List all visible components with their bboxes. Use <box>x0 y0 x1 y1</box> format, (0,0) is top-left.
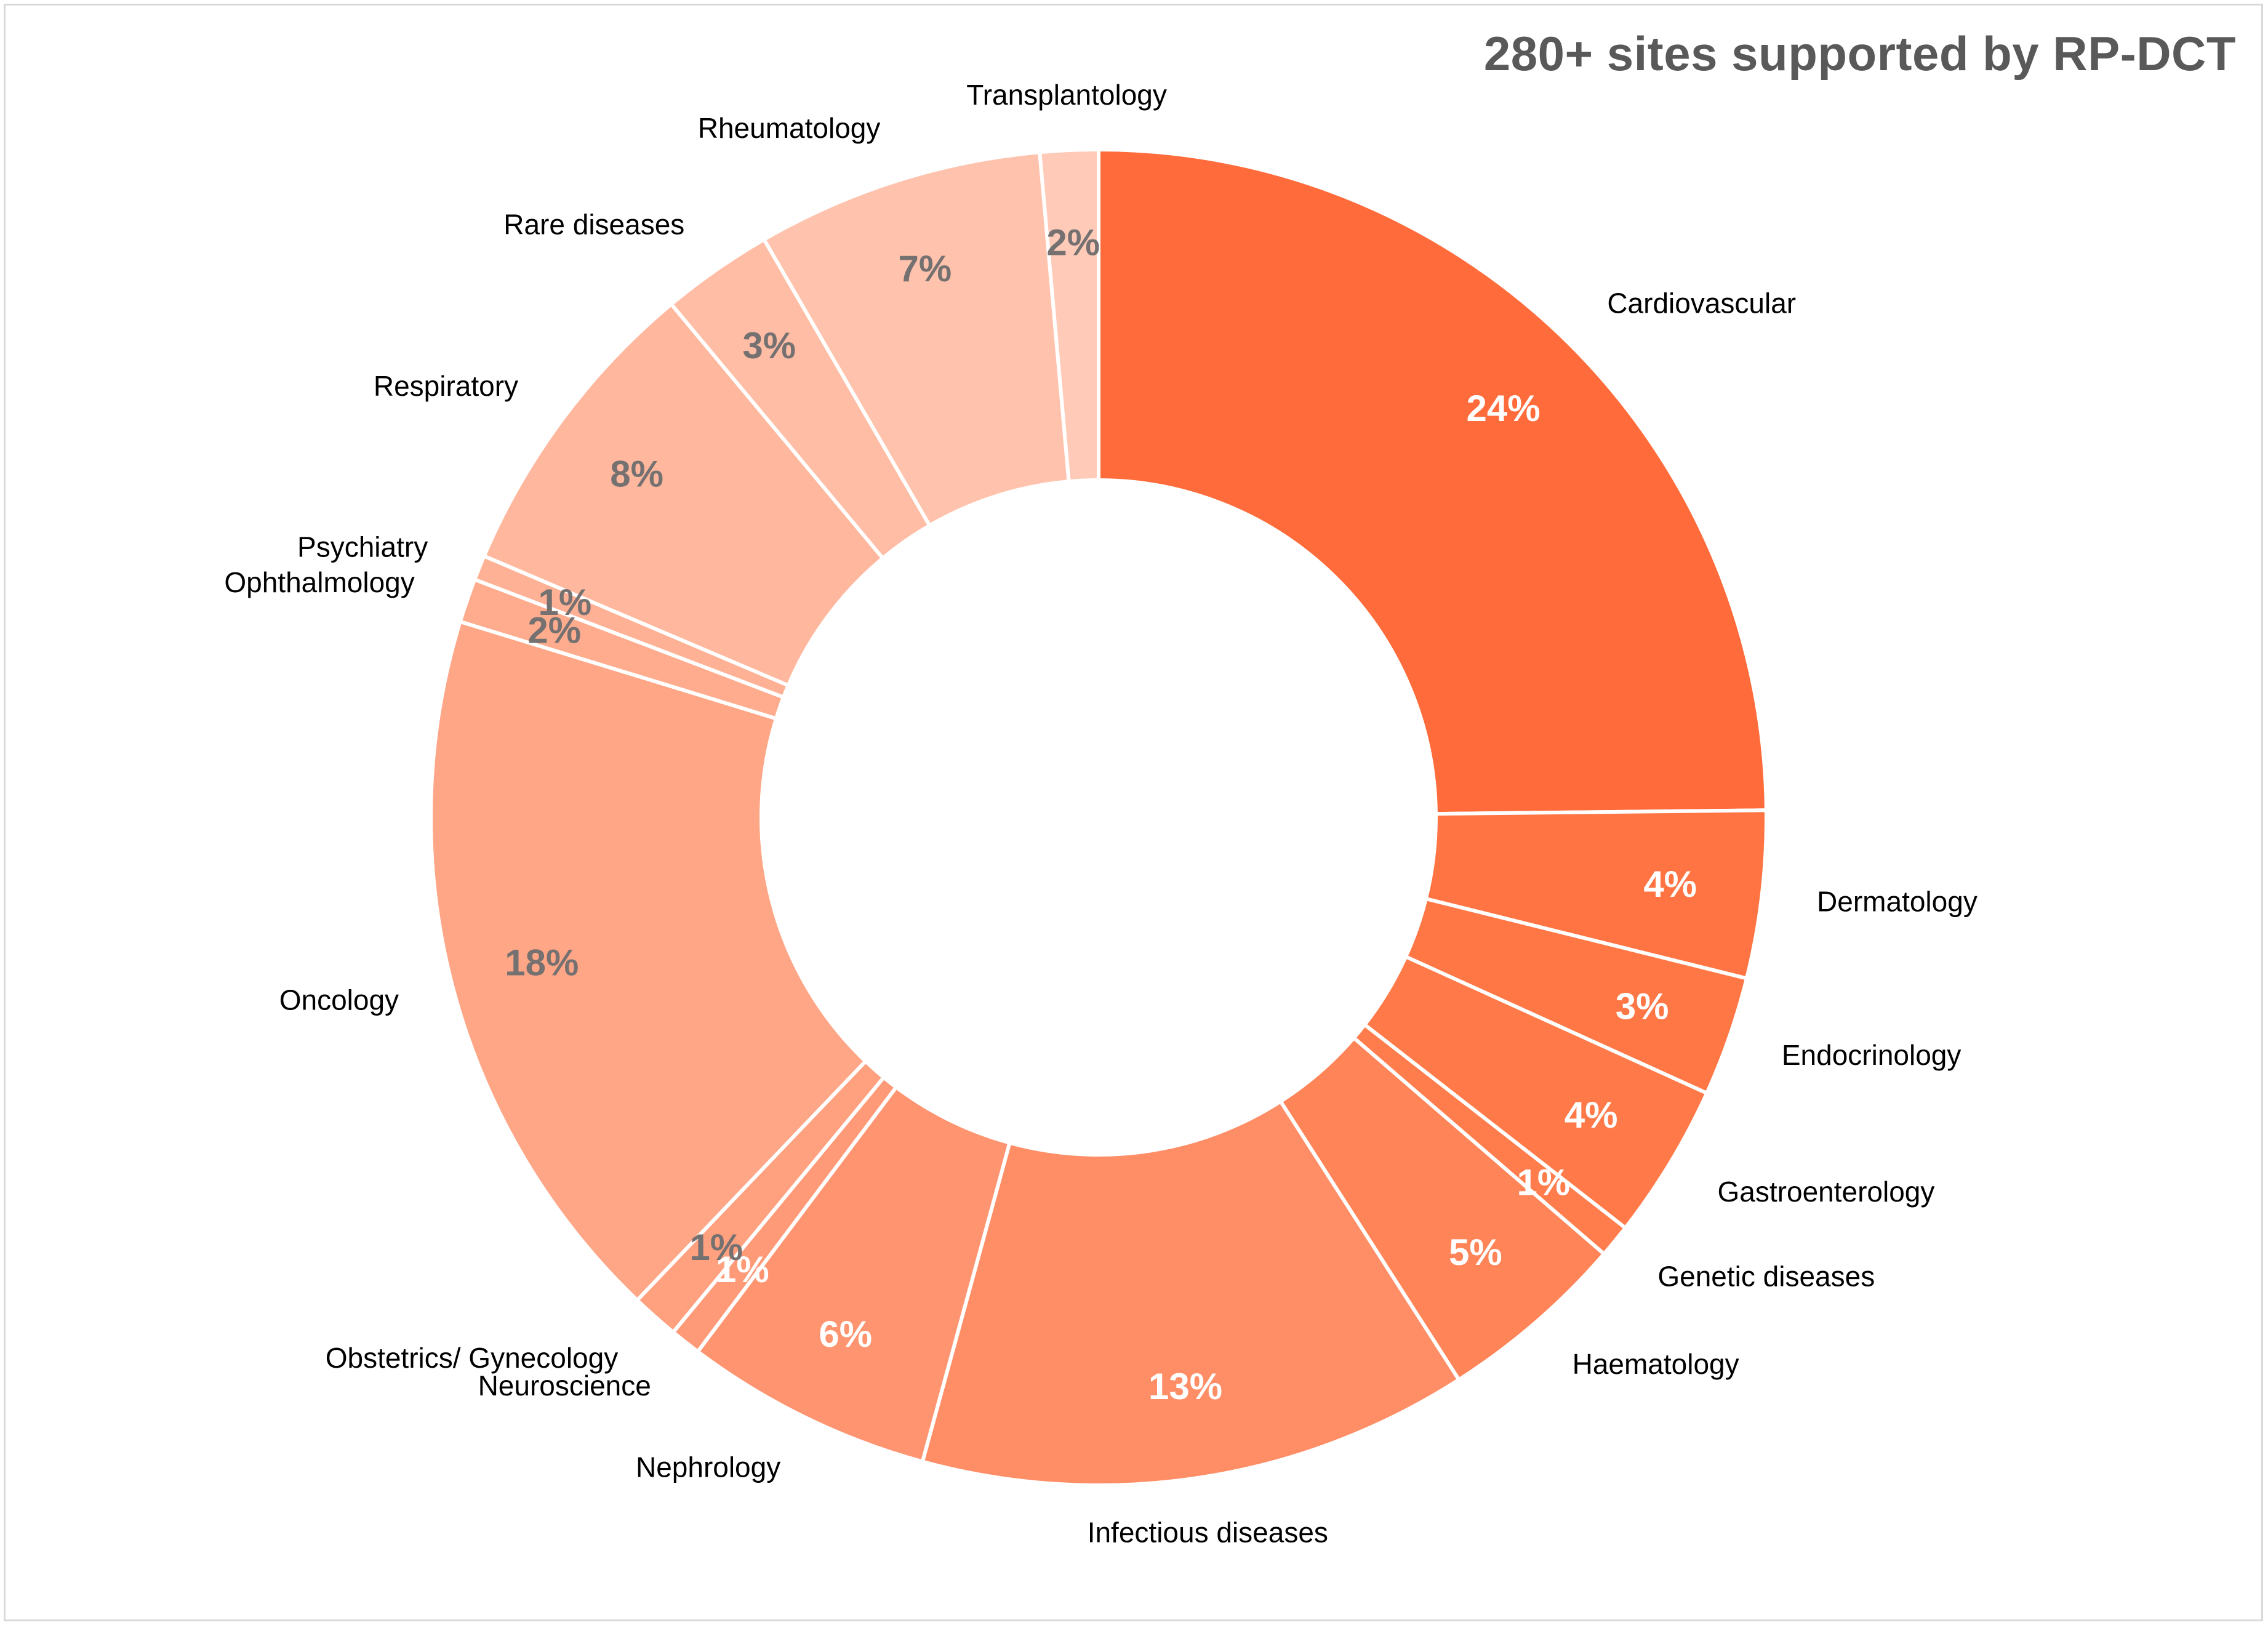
pct-label-nephrology: 6% <box>819 1314 872 1355</box>
pct-label-obstetrics-gynecology: 1% <box>689 1227 743 1268</box>
category-label-endocrinology: Endocrinology <box>1782 1039 1961 1071</box>
category-label-obstetrics-gynecology: Obstetrics/ Gynecology <box>326 1342 619 1374</box>
slice-transplantology <box>1038 148 1100 484</box>
category-label-psychiatry: Psychiatry <box>297 531 428 563</box>
category-label-transplantology: Transplantology <box>966 79 1167 111</box>
pct-label-haematology: 5% <box>1449 1232 1502 1273</box>
category-label-haematology: Haematology <box>1573 1348 1739 1380</box>
pct-label-oncology: 18% <box>505 942 579 984</box>
pct-label-endocrinology: 3% <box>1616 985 1669 1027</box>
category-label-cardiovascular: Cardiovascular <box>1607 287 1796 319</box>
category-label-genetic-diseases: Genetic diseases <box>1657 1260 1875 1292</box>
slice-cardiovascular <box>1097 148 1768 816</box>
category-labels: Cardiovascular Dermatology Endocrinology Ga… <box>224 79 1977 1548</box>
pct-label-infectious-diseases: 13% <box>1148 1366 1222 1407</box>
slice-rheumatology <box>762 150 1071 528</box>
pct-label-transplantology: 2% <box>1046 222 1100 263</box>
slice-infectious-diseases <box>920 1099 1461 1487</box>
category-label-ophthalmology: Ophthalmology <box>224 566 414 598</box>
category-label-neuroscience: Neuroscience <box>478 1370 651 1402</box>
category-label-oncology: Oncology <box>279 984 399 1016</box>
pct-label-rare-diseases: 3% <box>742 325 796 366</box>
pct-label-ophthalmology: 2% <box>527 610 581 651</box>
category-label-respiratory: Respiratory <box>374 370 518 402</box>
pct-label-gastroenterology: 4% <box>1565 1094 1618 1136</box>
category-label-nephrology: Nephrology <box>636 1451 780 1483</box>
pct-label-neuroscience: 1% <box>716 1249 769 1290</box>
slice-oncology <box>429 619 868 1302</box>
pct-label-psychiatry: 1% <box>538 582 591 623</box>
category-label-infectious-diseases: Infectious diseases <box>1088 1517 1328 1549</box>
category-label-dermatology: Dermatology <box>1817 885 1977 917</box>
pct-label-respiratory: 8% <box>610 454 663 495</box>
percentage-labels: 24%4%3%4%1%5%13%6%1%1%18%2%1%8%3%7%2% <box>505 222 1697 1406</box>
chart-title: 280+ sites supported by RP-DCT <box>1483 26 2236 81</box>
category-label-rheumatology: Rheumatology <box>698 112 881 144</box>
pct-label-genetic-diseases: 1% <box>1517 1162 1570 1203</box>
category-label-rare-diseases: Rare diseases <box>503 209 684 241</box>
category-label-gastroenterology: Gastroenterology <box>1718 1176 1935 1208</box>
donut-slices <box>429 148 1768 1487</box>
slice-respiratory <box>482 302 885 688</box>
pct-label-rheumatology: 7% <box>898 248 952 289</box>
pct-label-dermatology: 4% <box>1643 864 1697 905</box>
pct-label-cardiovascular: 24% <box>1467 388 1541 429</box>
